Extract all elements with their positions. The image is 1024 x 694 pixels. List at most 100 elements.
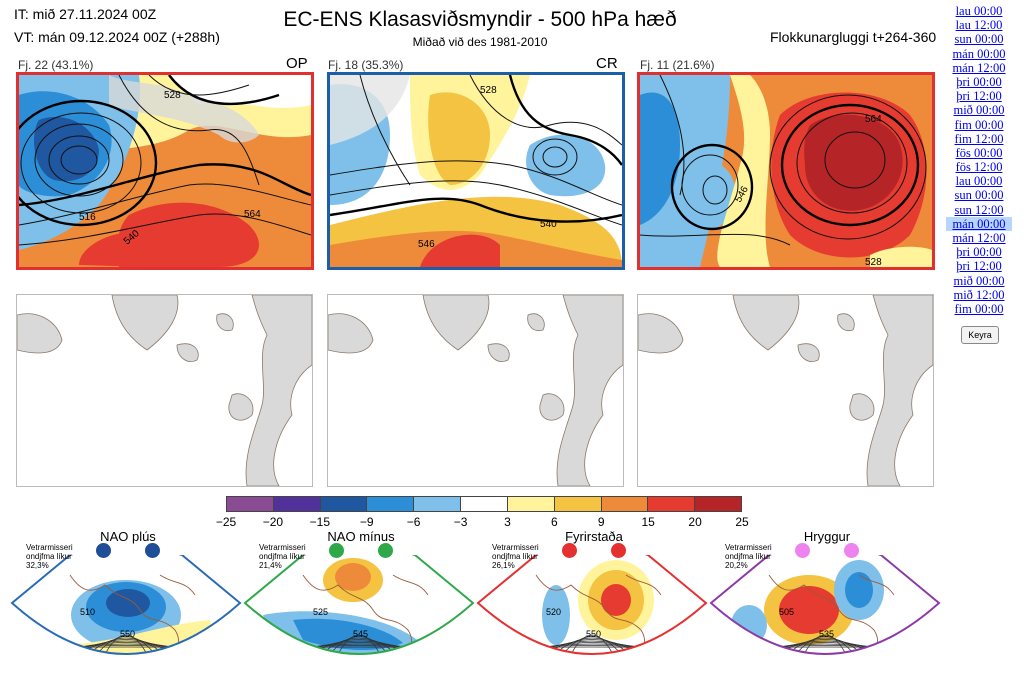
regime-contour-label: 545 <box>353 629 368 639</box>
cluster-1-tag: OP <box>286 55 308 72</box>
empty-map-3 <box>637 294 934 487</box>
regime-map-2[interactable]: 525 545 565 <box>243 545 475 689</box>
initial-time: IT: mið 27.11.2024 00Z <box>14 6 157 22</box>
anomaly-colorbar <box>226 496 742 512</box>
regime-contour-label: 510 <box>80 607 95 617</box>
colorbar-swatch <box>272 496 320 512</box>
time-link[interactable]: lau 00:00 <box>955 174 1003 189</box>
time-link[interactable]: fim 00:00 <box>954 117 1004 132</box>
empty-map-2 <box>327 294 624 487</box>
time-link[interactable]: þri 12:00 <box>956 89 1002 104</box>
cluster-1-contour-label: 516 <box>79 212 96 223</box>
colorbar-tick-label: −9 <box>359 515 374 529</box>
regime-marker-dot <box>145 543 160 558</box>
regime-contour-label: 520 <box>546 607 561 617</box>
run-button[interactable]: Keyra <box>961 326 999 344</box>
regime-frequency-note: Vetrarmisseri ondjfma líkur 26,1% <box>492 543 539 570</box>
regime-title: Fyrirstaða <box>565 529 623 544</box>
cluster-3-label: Fj. 11 (21.6%) <box>640 58 715 72</box>
cluster-2-contour-label: 546 <box>418 239 435 250</box>
regime-contour-label: 560 <box>859 651 874 661</box>
time-link[interactable]: sun 00:00 <box>954 32 1004 47</box>
regime-contour-label: 550 <box>586 629 601 639</box>
regime-contour-label: 565 <box>393 651 408 661</box>
regime-contour-label: 535 <box>819 629 834 639</box>
colorbar-tick-label: 20 <box>688 515 702 529</box>
time-link[interactable]: lau 00:00 <box>955 4 1003 18</box>
cluster-1-contour-label: 528 <box>164 90 181 101</box>
colorbar-swatch <box>694 496 742 512</box>
colorbar-tick-label: −15 <box>309 515 330 529</box>
colorbar-tick-label: −20 <box>262 515 284 529</box>
cluster-2-contour-label: 528 <box>480 85 497 96</box>
regime-map-4[interactable]: 505 535 560 <box>709 545 941 689</box>
time-link[interactable]: mið 00:00 <box>953 273 1005 288</box>
time-link[interactable]: mið 00:00 <box>953 103 1005 118</box>
colorbar-swatch <box>460 496 507 512</box>
regime-title: Hryggur <box>803 529 851 544</box>
time-link[interactable]: mið 12:00 <box>953 287 1005 302</box>
regime-map-1[interactable]: 510 550 <box>10 545 242 689</box>
regime-contour-label: 505 <box>779 607 794 617</box>
regime-frequency-note: Vetrarmisseri ondjfma líkur 21,4% <box>259 543 306 570</box>
time-link[interactable]: fös 00:00 <box>955 145 1003 160</box>
colorbar-swatch <box>226 496 273 512</box>
regime-title: NAO mínus <box>327 529 395 544</box>
time-link[interactable]: fim 00:00 <box>954 301 1004 316</box>
colorbar-tick-label: 15 <box>641 515 655 529</box>
page-title: EC-ENS Klasasviðsmyndir - 500 hPa hæð <box>283 8 677 31</box>
colorbar-swatch <box>647 496 695 512</box>
time-link[interactable]: þri 00:00 <box>956 74 1002 89</box>
regime-marker-dot <box>795 543 810 558</box>
colorbar-swatch <box>506 496 554 512</box>
regime-title: NAO plús <box>100 529 156 544</box>
page-subtitle: Miðað við des 1981-2010 <box>412 35 548 49</box>
cluster-2-map[interactable]: 546 528 540 <box>327 72 625 270</box>
colorbar-tick-label: 3 <box>504 515 511 529</box>
time-link[interactable]: mán 00:00 <box>946 216 1012 231</box>
colorbar-tick-label: 9 <box>597 515 605 529</box>
colorbar-tick-label: −6 <box>406 515 421 529</box>
regime-marker-dot <box>96 543 111 558</box>
time-link[interactable]: mán 00:00 <box>952 46 1006 61</box>
colorbar-swatch <box>413 496 461 512</box>
time-link[interactable]: mán 12:00 <box>952 231 1006 245</box>
colorbar-tick-label: 25 <box>735 515 749 529</box>
time-link[interactable]: fim 12:00 <box>954 131 1004 146</box>
colorbar-swatch <box>366 496 414 512</box>
regime-marker-dot <box>562 543 577 558</box>
time-link[interactable]: mán 12:00 <box>952 60 1006 75</box>
valid-time: VT: mán 09.12.2024 00Z (+288h) <box>14 29 220 45</box>
time-link[interactable]: þri 00:00 <box>956 245 1002 260</box>
cluster-2-contour-label: 540 <box>540 219 557 230</box>
regime-contour-label: 525 <box>313 607 328 617</box>
cluster-3-contour-label: 528 <box>865 257 882 267</box>
colorbar-tick-label: −25 <box>215 515 237 529</box>
time-link[interactable]: þri 12:00 <box>956 259 1002 274</box>
regime-marker-dot <box>378 543 393 558</box>
colorbar-swatch <box>600 496 648 512</box>
regime-contour-label: 560 <box>626 651 641 661</box>
regime-contour-label: 550 <box>120 629 135 639</box>
regime-marker-dot <box>844 543 859 558</box>
colorbar-swatch <box>553 496 601 512</box>
time-link[interactable]: sun 12:00 <box>954 202 1004 217</box>
regime-frequency-note: Vetrarmisseri ondjfma líkur 32,3% <box>26 543 73 570</box>
cluster-2-label: Fj. 18 (35.3%) <box>328 58 404 72</box>
colorbar-tick-label: 6 <box>551 515 558 529</box>
regime-map-3[interactable]: 520 550 560 <box>476 545 708 689</box>
time-link[interactable]: fös 12:00 <box>955 160 1003 175</box>
colorbar-tick-label: −3 <box>453 515 468 529</box>
classification-window: Flokkunargluggi t+264-360 <box>770 29 937 45</box>
empty-map-1 <box>16 294 313 487</box>
cluster-1-map[interactable]: 516 528 564 540 <box>16 72 314 270</box>
time-step-list: lau 00:00 lau 12:00 sun 00:00 mán 00:00 mán … <box>946 4 1012 316</box>
cluster-3-map[interactable]: 564 546 528 <box>637 72 935 270</box>
cluster-1-contour-label: 564 <box>244 209 261 220</box>
cluster-1-label: Fj. 22 (43.1%) <box>18 58 94 72</box>
time-link[interactable]: sun 00:00 <box>954 188 1004 203</box>
colorbar-swatch <box>319 496 367 512</box>
cluster-3-contour-label: 564 <box>865 114 882 125</box>
regime-frequency-note: Vetrarmisseri ondjfma líkur 20,2% <box>725 543 772 570</box>
time-link[interactable]: lau 12:00 <box>955 18 1003 33</box>
